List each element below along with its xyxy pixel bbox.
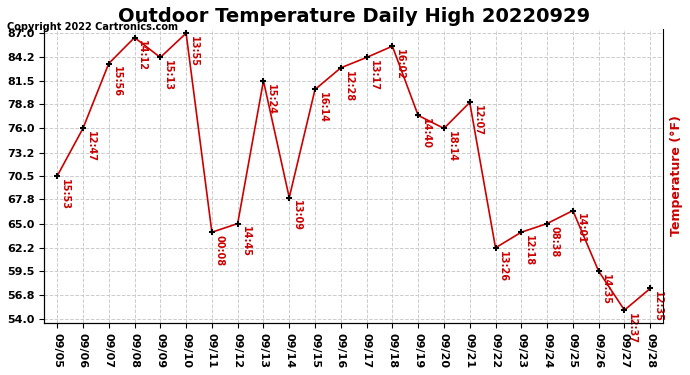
Text: 14:01: 14:01 bbox=[575, 213, 586, 244]
Text: 14:45: 14:45 bbox=[240, 226, 250, 257]
Text: 14:40: 14:40 bbox=[421, 118, 431, 149]
Text: 12:47: 12:47 bbox=[86, 131, 96, 162]
Text: 15:13: 15:13 bbox=[163, 60, 173, 91]
Text: 12:07: 12:07 bbox=[473, 105, 482, 136]
Text: 14:12: 14:12 bbox=[137, 40, 147, 71]
Text: 15:24: 15:24 bbox=[266, 84, 276, 115]
Text: 13:17: 13:17 bbox=[369, 60, 380, 91]
Title: Outdoor Temperature Daily High 20220929: Outdoor Temperature Daily High 20220929 bbox=[117, 7, 590, 26]
Y-axis label: Temperature (°F): Temperature (°F) bbox=[670, 116, 683, 236]
Text: 00:08: 00:08 bbox=[215, 235, 225, 266]
Text: 13:55: 13:55 bbox=[189, 36, 199, 67]
Text: 15:56: 15:56 bbox=[112, 66, 121, 97]
Text: 12:18: 12:18 bbox=[524, 235, 534, 266]
Text: 15:53: 15:53 bbox=[60, 179, 70, 210]
Text: 12:28: 12:28 bbox=[344, 70, 353, 102]
Text: 18:14: 18:14 bbox=[446, 131, 457, 162]
Text: 16:02: 16:02 bbox=[395, 49, 405, 80]
Text: 08:38: 08:38 bbox=[550, 226, 560, 258]
Text: 12:35: 12:35 bbox=[653, 291, 663, 322]
Text: 14:35: 14:35 bbox=[602, 274, 611, 305]
Text: Copyright 2022 Cartronics.com: Copyright 2022 Cartronics.com bbox=[7, 22, 178, 32]
Text: 13:09: 13:09 bbox=[292, 200, 302, 231]
Text: 12:37: 12:37 bbox=[627, 313, 637, 344]
Text: 13:26: 13:26 bbox=[498, 251, 509, 282]
Text: 16:14: 16:14 bbox=[318, 92, 328, 123]
